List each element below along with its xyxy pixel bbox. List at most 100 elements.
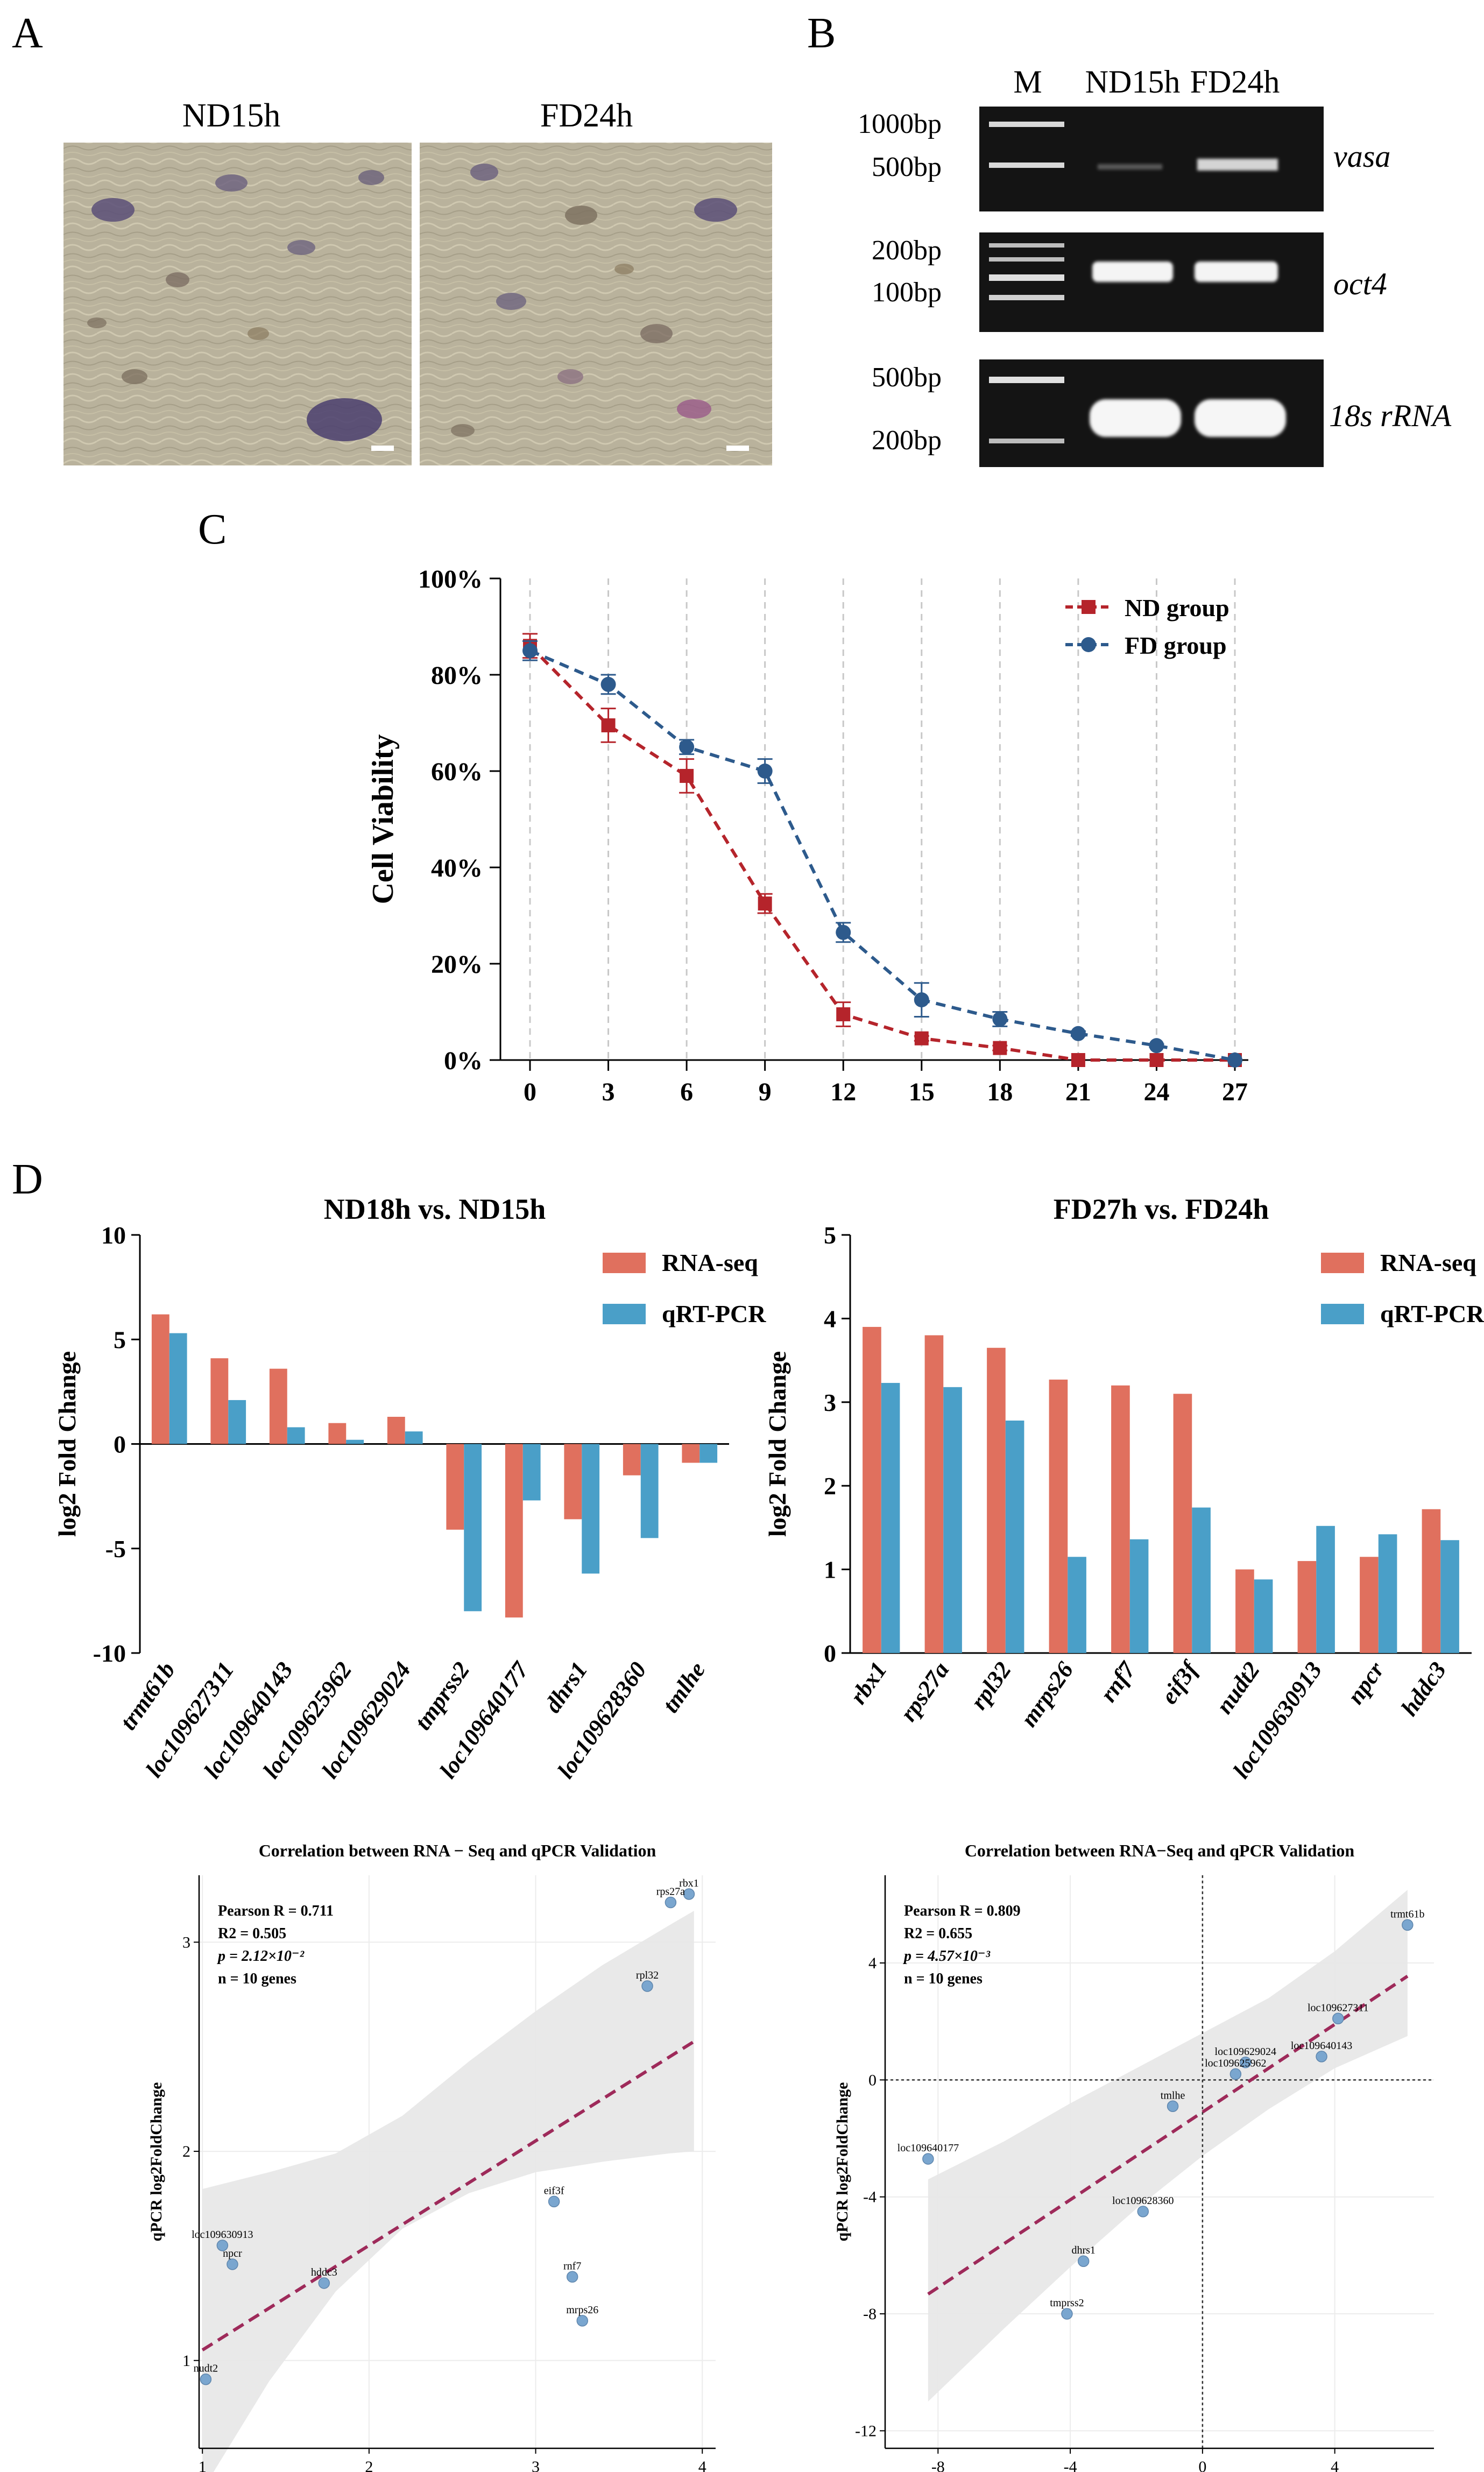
bar-rnaseq — [987, 1347, 1006, 1653]
data-point-nd — [993, 1041, 1007, 1055]
y-axis-title: log2 Fold Change — [764, 1351, 791, 1537]
bar-qpcr — [1378, 1534, 1397, 1653]
panel-a: A ND15h FD24h — [12, 10, 772, 465]
lane-label-m: M — [1013, 64, 1042, 100]
bar-qpcr — [405, 1431, 423, 1444]
bar-qpcr — [1440, 1540, 1459, 1653]
x-tick-label: 15 — [909, 1078, 935, 1106]
lane-label-fd24h: FD24h — [1190, 64, 1280, 100]
band-nd15h — [1092, 262, 1173, 282]
bar-qpcr — [1068, 1557, 1086, 1653]
stat-line: p = 2.12×10⁻² — [217, 1948, 305, 1965]
legend-marker — [1082, 600, 1096, 614]
legend-swatch — [1321, 1304, 1364, 1324]
bar-qpcr — [464, 1444, 482, 1612]
y-tick-label: -4 — [863, 2188, 877, 2206]
marker-band — [989, 439, 1064, 443]
y-tick-label: 0 — [868, 2071, 877, 2089]
legend-swatch — [603, 1304, 646, 1324]
point-label: mrps26 — [566, 2304, 598, 2316]
scale-bar-fd24h — [726, 446, 749, 451]
category-label: nudt2 — [1211, 1657, 1264, 1719]
point-label: hddc3 — [311, 2266, 337, 2278]
y-tick-label: 0 — [114, 1431, 126, 1458]
legend-swatch — [603, 1253, 646, 1273]
marker-band — [989, 243, 1064, 248]
data-point-fd — [600, 676, 616, 692]
panel-letter-b: B — [807, 10, 836, 57]
panel-letter-d: D — [12, 1156, 43, 1203]
bar-rnaseq — [1422, 1509, 1441, 1653]
y-tick-label: 4 — [868, 1954, 877, 1972]
bar-qpcr — [522, 1444, 541, 1501]
x-tick-label: 21 — [1065, 1078, 1091, 1106]
point-label: dhrs1 — [1071, 2244, 1095, 2256]
gene-label-18s-rrna: 18s rRNA — [1329, 398, 1452, 433]
micrograph-fd24h — [420, 143, 772, 465]
bar-rnaseq — [682, 1444, 700, 1463]
point-label: loc109640177 — [898, 2142, 959, 2154]
legend-label: RNA-seq — [1380, 1249, 1476, 1276]
data-point-fd — [992, 1011, 1008, 1027]
stat-line: n = 10 genes — [904, 1970, 983, 1987]
marker-band — [989, 122, 1064, 127]
category-label: mrps26 — [1015, 1657, 1078, 1732]
band-fd24h — [1197, 159, 1278, 171]
y-tick-label: 5 — [114, 1326, 126, 1353]
category-label: tmlhe — [657, 1657, 710, 1718]
y-tick-label: -12 — [855, 2422, 877, 2440]
x-tick-label: 4 — [698, 2458, 706, 2472]
bar-rnaseq — [387, 1416, 405, 1444]
bar-rnaseq — [1235, 1569, 1254, 1653]
bar-qpcr — [287, 1427, 305, 1444]
chart-title: Correlation between RNA − Seq and qPCR V… — [259, 1841, 656, 1860]
y-tick-label: 80% — [431, 661, 483, 690]
correlation-scatter-nd: Correlation between RNA−Seq and qPCR Val… — [833, 1841, 1434, 2472]
band-fd24h — [1195, 399, 1286, 437]
point-label: loc109625962 — [1205, 2057, 1266, 2069]
lane-label-nd15h: ND15h — [1085, 64, 1181, 100]
legend-label: RNA-seq — [662, 1249, 758, 1276]
point-label: loc109640143 — [1291, 2040, 1352, 2052]
category-label: trmt61b — [115, 1657, 180, 1735]
category-label: dhrs1 — [539, 1657, 592, 1718]
micrograph-label-fd24h: FD24h — [540, 97, 633, 134]
legend-label: ND group — [1125, 594, 1229, 621]
point-label: nudt2 — [194, 2363, 218, 2375]
scale-bar-nd15h — [371, 446, 394, 451]
category-label: npcr — [1342, 1657, 1389, 1709]
y-axis-title: log2 Fold Change — [53, 1351, 81, 1537]
bar-rnaseq — [210, 1358, 229, 1444]
data-point — [665, 1896, 677, 1909]
bar-rnaseq — [1049, 1379, 1068, 1653]
bar-rnaseq — [269, 1368, 287, 1444]
bar-qpcr — [881, 1383, 900, 1653]
stat-line: R2 = 0.505 — [218, 1925, 286, 1942]
category-label: tmprss2 — [409, 1657, 475, 1735]
gel-oct4: 200bp 100bp oct4 — [872, 232, 1387, 332]
x-tick-label: 0 — [524, 1078, 536, 1106]
fold-change-bar-chart-nd: ND18h vs. ND15h -10 -5 0 5 10 log2 Fold Change… — [53, 1193, 766, 1783]
marker-band — [989, 274, 1064, 281]
data-point — [641, 1980, 653, 1992]
data-point — [1229, 2068, 1242, 2080]
y-tick-label: 0% — [444, 1047, 483, 1075]
chart-title: ND18h vs. ND15h — [324, 1193, 546, 1225]
point-label: rps27a — [656, 1886, 685, 1898]
x-tick-label: -4 — [1064, 2458, 1077, 2472]
chart-title: Correlation between RNA−Seq and qPCR Val… — [965, 1841, 1355, 1860]
bar-qpcr — [582, 1444, 600, 1574]
data-point-fd — [1070, 1026, 1086, 1041]
bar-qpcr — [169, 1333, 187, 1444]
data-point-fd — [914, 992, 929, 1008]
gel-18s-rrna: 500bp 200bp 18s rRNA — [872, 359, 1452, 467]
category-label: rps27a — [895, 1657, 954, 1726]
data-point — [227, 2258, 238, 2270]
category-label: rbx1 — [845, 1657, 892, 1709]
panel-letter-c: C — [198, 506, 227, 553]
point-label: rpl32 — [636, 1969, 659, 1981]
data-point-nd — [914, 1031, 929, 1046]
y-tick-label: 60% — [431, 758, 483, 786]
data-point-nd — [680, 768, 694, 783]
